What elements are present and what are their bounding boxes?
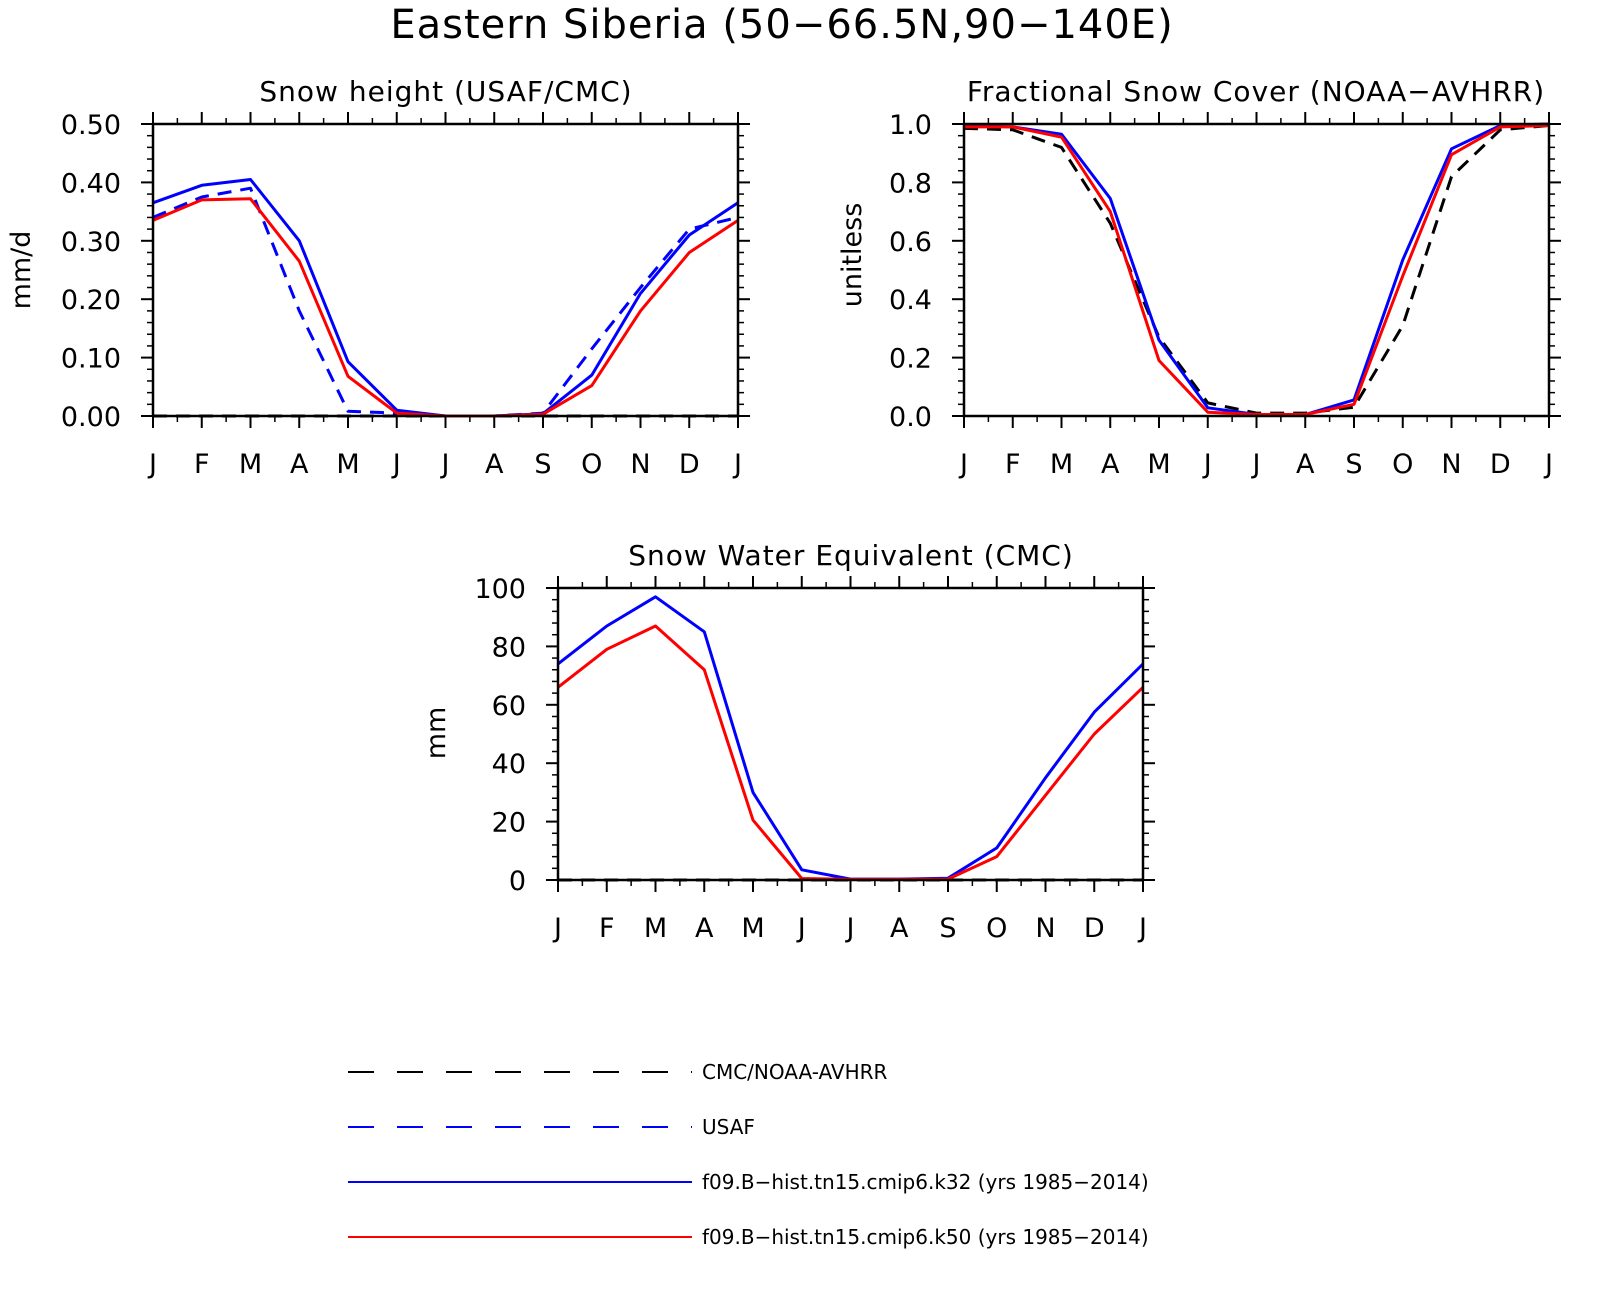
x-tick-label: A [485, 449, 504, 480]
series-line-f09-b-hist-tn15-cmip6-k50-yrs-1985-2014 [964, 124, 1550, 416]
x-tick-label: A [1101, 449, 1120, 480]
series-line-f09-b-hist-tn15-cmip6-k50-yrs-1985-2014 [152, 197, 739, 418]
x-tick-label: N [1441, 449, 1461, 480]
snow-height-ylabel: mm/d [6, 231, 37, 310]
snow-cover-panel: Fractional Snow Cover (NOAA−AVHRR) unitl… [837, 75, 1561, 480]
y-tick-label: 100 [474, 574, 526, 605]
series-line-cmc-noaa-avhrr [963, 124, 1550, 415]
x-tick-label: J [1202, 449, 1212, 480]
legend: CMC/NOAA-AVHRR USAF f09.B−hist.tn15.cmip6.… [348, 1060, 1149, 1249]
y-tick-label: 0.50 [61, 110, 121, 141]
legend-label-f09-b-hist-tn15-cmip6-k32-yrs-1985-2014: f09.B−hist.tn15.cmip6.k32 (yrs 1985−2014… [702, 1170, 1149, 1194]
x-tick-label: J [391, 449, 401, 480]
legend-label-cmc-noaa-avhrr: CMC/NOAA-AVHRR [702, 1060, 888, 1084]
y-tick-label: 0.30 [61, 227, 121, 258]
x-tick-label: J [732, 449, 742, 480]
x-tick-label: A [890, 913, 909, 944]
snow-cover-title: Fractional Snow Cover (NOAA−AVHRR) [967, 75, 1545, 108]
x-tick-label: M [336, 449, 359, 480]
series-line-usaf [152, 186, 739, 418]
y-tick-label: 80 [492, 632, 526, 663]
legend-label-usaf: USAF [702, 1115, 755, 1139]
y-tick-label: 0 [509, 866, 526, 897]
x-tick-label: J [958, 449, 968, 480]
x-tick-label: J [440, 449, 450, 480]
y-tick-label: 0.4 [889, 285, 932, 316]
x-tick-label: O [1392, 449, 1413, 480]
x-tick-label: D [1490, 449, 1511, 480]
y-tick-label: 0.10 [61, 344, 121, 375]
x-tick-label: S [1345, 449, 1362, 480]
y-tick-label: 20 [492, 808, 526, 839]
x-tick-label: M [239, 449, 262, 480]
x-tick-label: A [695, 913, 714, 944]
figure-title: Eastern Siberia (50−66.5N,90−140E) [390, 2, 1173, 48]
y-tick-label: 0.40 [61, 168, 121, 199]
x-tick-label: F [194, 449, 210, 480]
x-tick-label: J [552, 913, 562, 944]
legend-label-f09-b-hist-tn15-cmip6-k50-yrs-1985-2014: f09.B−hist.tn15.cmip6.k50 (yrs 1985−2014… [702, 1225, 1149, 1249]
x-tick-label: D [679, 449, 700, 480]
x-tick-label: J [1543, 449, 1553, 480]
x-tick-label: M [1147, 449, 1170, 480]
snow-height-title: Snow height (USAF/CMC) [259, 75, 632, 108]
x-tick-label: A [290, 449, 309, 480]
plot-frame [151, 122, 740, 418]
x-tick-label: M [741, 913, 764, 944]
figure: Eastern Siberia (50−66.5N,90−140E) Snow … [6, 2, 1561, 1249]
y-tick-label: 0.20 [61, 285, 121, 316]
x-tick-label: S [534, 449, 551, 480]
x-tick-label: M [1050, 449, 1073, 480]
y-tick-label: 0.2 [889, 344, 932, 375]
x-tick-label: O [986, 913, 1007, 944]
series-line-f09-b-hist-tn15-cmip6-k50-yrs-1985-2014 [557, 624, 1145, 881]
y-tick-label: 0.8 [889, 168, 932, 199]
y-tick-label: 40 [492, 749, 526, 780]
x-tick-label: S [939, 913, 956, 944]
x-tick-label: J [1251, 449, 1261, 480]
x-tick-label: J [1137, 913, 1147, 944]
y-tick-label: 1.0 [889, 110, 932, 141]
x-tick-label: O [581, 449, 602, 480]
x-tick-label: J [147, 449, 157, 480]
swe-title: Snow Water Equivalent (CMC) [628, 539, 1074, 572]
y-tick-label: 0.0 [889, 402, 932, 433]
swe-ylabel: mm [421, 707, 452, 760]
x-tick-label: N [1035, 913, 1055, 944]
snow-cover-ylabel: unitless [837, 203, 868, 308]
series-line-f09-b-hist-tn15-cmip6-k32-yrs-1985-2014 [557, 595, 1145, 881]
x-tick-label: D [1084, 913, 1105, 944]
x-tick-label: J [845, 913, 855, 944]
x-tick-label: M [644, 913, 667, 944]
x-tick-label: F [1005, 449, 1021, 480]
x-tick-label: N [630, 449, 650, 480]
x-tick-label: J [796, 913, 806, 944]
y-tick-label: 0.6 [889, 227, 932, 258]
x-tick-label: A [1296, 449, 1315, 480]
x-tick-label: F [599, 913, 615, 944]
y-tick-label: 60 [492, 691, 526, 722]
y-tick-label: 0.00 [61, 402, 121, 433]
